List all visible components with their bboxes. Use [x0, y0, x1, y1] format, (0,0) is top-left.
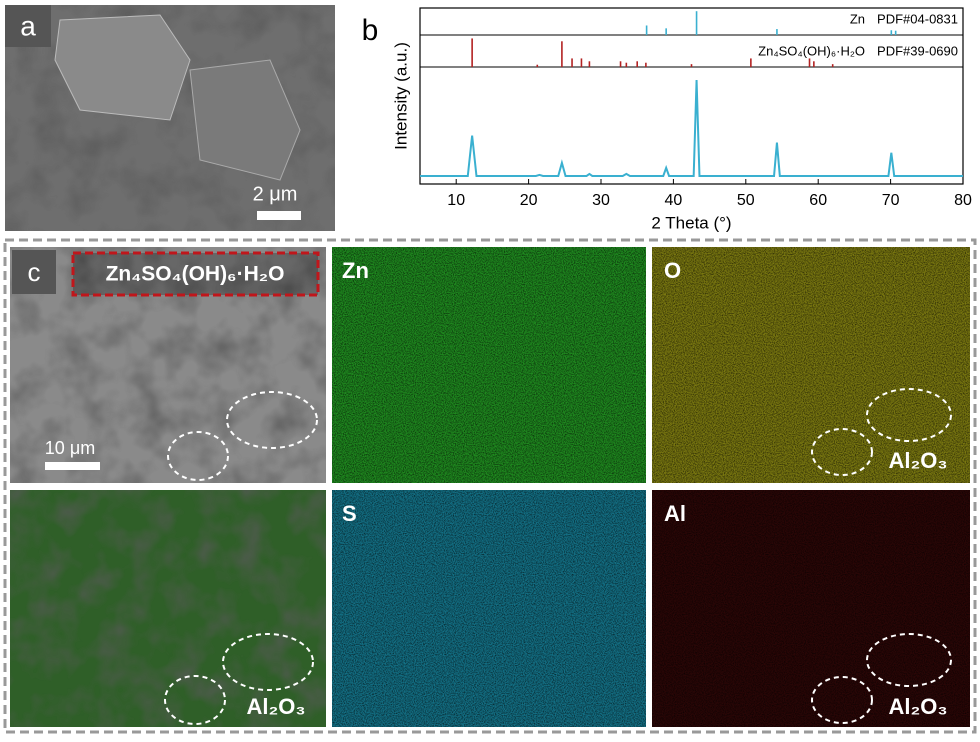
- region-ellipse: [811, 428, 873, 476]
- x-tick-label: 40: [665, 192, 683, 209]
- x-tick-label: 50: [737, 192, 755, 209]
- map-texture: [652, 490, 970, 727]
- title-box: [71, 251, 320, 297]
- y-axis-title: Intensity (a.u.): [391, 42, 410, 150]
- map-texture: [332, 490, 646, 727]
- xrd-chart: Zn PDF#04-0831 Zn₄SO₄(OH)₆·H₂O PDF#39-0690 1…: [391, 7, 972, 232]
- reference-pdf: PDF#39-0690: [877, 43, 958, 58]
- x-tick-label: 10: [447, 192, 465, 209]
- reference-name: Zn: [850, 11, 865, 26]
- region-ellipse: [866, 633, 952, 687]
- map-texture: [332, 247, 646, 483]
- scale-bar: [45, 462, 100, 470]
- region-ellipse: [866, 388, 952, 442]
- annotation: Al₂O₃: [246, 694, 305, 719]
- x-tick-label: 30: [592, 192, 610, 209]
- label-box: [5, 5, 51, 47]
- crystal: [54, 14, 191, 121]
- panel-label: b: [362, 14, 379, 47]
- label-box: [12, 250, 56, 294]
- region-ellipse: [811, 676, 873, 724]
- annotation: Al₂O₃: [888, 448, 947, 473]
- plot-frame: [419, 7, 964, 185]
- x-tick-label: 80: [954, 192, 972, 209]
- reference-pdf: PDF#04-0831: [877, 11, 958, 26]
- sem-texture: [10, 247, 326, 483]
- scale-bar: [257, 211, 301, 220]
- element-label: Al: [664, 501, 686, 526]
- panel-border: [3, 238, 977, 734]
- region-ellipse: [222, 633, 314, 691]
- region-ellipse: [164, 675, 226, 725]
- map-texture: [652, 247, 970, 483]
- panel-label: a: [20, 10, 36, 41]
- xrd-pattern: [420, 80, 963, 177]
- region-ellipse: [226, 391, 318, 449]
- element-label: Zn: [342, 258, 369, 283]
- x-tick-label: 20: [520, 192, 538, 209]
- annotation: Al₂O₃: [888, 694, 947, 719]
- element-label: O: [664, 258, 681, 283]
- x-tick-label: 70: [882, 192, 900, 209]
- scale-bar-label: 10 μm: [45, 438, 95, 458]
- panel-title: Zn₄SO₄(OH)₆·H₂O: [106, 263, 285, 286]
- scale-bar-label: 2 μm: [253, 183, 298, 205]
- region-ellipse: [167, 431, 229, 481]
- reference-name: Zn₄SO₄(OH)₆·H₂O: [758, 43, 865, 58]
- crystal: [189, 59, 301, 181]
- overlay-texture: [10, 490, 326, 727]
- element-label: S: [342, 501, 357, 526]
- x-tick-label: 60: [809, 192, 827, 209]
- panel-label: c: [28, 257, 41, 287]
- x-axis-title: 2 Theta (°): [651, 213, 731, 232]
